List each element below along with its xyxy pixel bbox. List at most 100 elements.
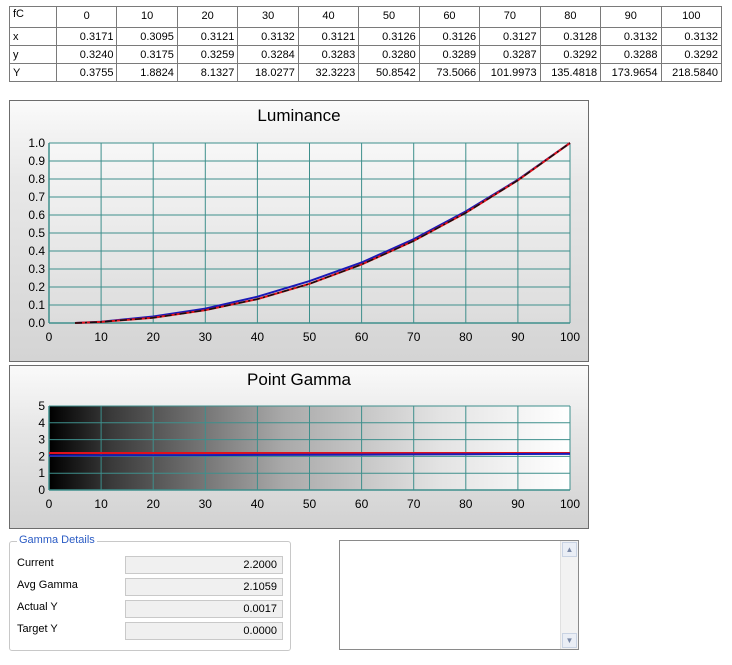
notes-textbox[interactable]: ▲ ▼	[339, 540, 579, 650]
x-tick-label: 10	[94, 330, 108, 344]
avg-gamma-field: 2.1059	[125, 578, 283, 596]
column-header: 30	[237, 6, 299, 28]
x-tick-label: 90	[511, 497, 525, 511]
column-header: 20	[176, 6, 239, 28]
luminance-chart-panel: Luminance 0.0 0.1 0.2 0.3 0.4 0.5 0.6 0.7 0.8 0.9…	[9, 100, 589, 362]
table-cell: 0.3127	[479, 27, 541, 46]
table-cell: 0.3755	[55, 63, 118, 82]
x-tick-label: 20	[147, 497, 161, 511]
table-cell: 0.3292	[660, 45, 723, 64]
table-cell: 101.9973	[479, 63, 541, 82]
y-tick-label: 5	[38, 399, 45, 413]
x-tick-label: 30	[199, 330, 213, 344]
table-cell: 218.5840	[660, 63, 723, 82]
table-cell: 0.3132	[660, 27, 723, 46]
table-cell: 0.3095	[116, 27, 178, 46]
table-row: x 0.3171 0.3095 0.3121 0.3132 0.3121 0.3…	[9, 27, 723, 46]
current-gamma-field: 2.2000	[125, 556, 283, 574]
table-cell: 18.0277	[237, 63, 299, 82]
measurement-table: fC 0 10 20 30 40 50 60 70 80 90 100 x 0.…	[9, 6, 723, 82]
table-cell: 0.3128	[539, 27, 602, 46]
y-tick-label: 2	[38, 449, 45, 463]
y-tick-label: 0.5	[28, 226, 45, 240]
column-header: 0	[55, 6, 118, 28]
y-tick-label: 1	[38, 466, 45, 480]
column-header: 90	[600, 6, 662, 28]
y-tick-label: 0.6	[28, 208, 45, 222]
table-cell: 0.3132	[600, 27, 662, 46]
x-tick-label: 100	[560, 330, 580, 344]
y-tick-label: 0.0	[28, 316, 45, 330]
column-header: 60	[418, 6, 481, 28]
x-tick-label: 100	[560, 497, 580, 511]
table-corner-label: fC	[9, 6, 57, 28]
notes-scrollbar[interactable]: ▲ ▼	[560, 541, 578, 649]
y-tick-label: 0.1	[28, 298, 45, 312]
y-tick-label: 0.3	[28, 262, 45, 276]
series-line-2	[48, 452, 571, 457]
avg-gamma-label: Avg Gamma	[17, 579, 78, 591]
x-tick-label: 80	[459, 497, 473, 511]
y-tick-label: 1.0	[28, 136, 45, 150]
x-tick-label: 60	[355, 497, 369, 511]
table-cell: 1.8824	[116, 63, 178, 82]
table-cell: 0.3126	[418, 27, 481, 46]
x-tick-label: 10	[94, 497, 108, 511]
y-tick-label: 0	[38, 483, 45, 497]
current-gamma-label: Current	[17, 557, 54, 569]
column-header: 10	[116, 6, 178, 28]
actual-y-label: Actual Y	[17, 601, 58, 613]
table-cell: 0.3283	[297, 45, 360, 64]
luminance-chart: Luminance 0.0 0.1 0.2 0.3 0.4 0.5 0.6 0.7 0.8 0.9…	[28, 106, 580, 344]
column-header: 70	[479, 6, 541, 28]
x-tick-label: 50	[303, 497, 317, 511]
column-header: 80	[539, 6, 602, 28]
scroll-down-icon[interactable]: ▼	[562, 633, 577, 648]
column-header: 50	[358, 6, 420, 28]
target-y-field: 0.0000	[125, 622, 283, 640]
x-tick-label: 70	[407, 497, 421, 511]
table-cell: 0.3121	[176, 27, 239, 46]
x-tick-label: 40	[251, 497, 265, 511]
x-tick-label: 50	[303, 330, 317, 344]
scroll-up-icon[interactable]: ▲	[562, 542, 577, 557]
table-cell: 0.3240	[55, 45, 118, 64]
series-line-3	[74, 142, 571, 324]
chart-title: Luminance	[257, 106, 340, 125]
x-tick-label: 0	[46, 497, 53, 511]
gamma-details-legend: Gamma Details	[17, 534, 97, 546]
x-tick-label: 80	[459, 330, 473, 344]
table-cell: 0.3132	[237, 27, 299, 46]
table-cell: 73.5066	[418, 63, 481, 82]
y-tick-label: 0.2	[28, 280, 45, 294]
column-header: 100	[660, 6, 723, 28]
y-tick-label: 0.7	[28, 190, 45, 204]
point-gamma-chart-panel: Point Gamma 0 1 2 3 4 5 0 10 20 30 40 50 60 70 80 90 100	[9, 365, 589, 529]
y-tick-label: 4	[38, 416, 45, 430]
table-cell: 0.3175	[116, 45, 178, 64]
x-tick-label: 0	[46, 330, 53, 344]
x-tick-label: 60	[355, 330, 369, 344]
table-cell: 50.8542	[358, 63, 420, 82]
table-cell: 0.3126	[358, 27, 420, 46]
table-header-row: fC 0 10 20 30 40 50 60 70 80 90 100	[9, 6, 723, 28]
table-cell: 0.3288	[600, 45, 662, 64]
row-label: Y	[9, 63, 57, 82]
table-cell: 0.3171	[55, 27, 118, 46]
target-y-label: Target Y	[17, 623, 58, 635]
table-cell: 32.3223	[297, 63, 360, 82]
table-row: y 0.3240 0.3175 0.3259 0.3284 0.3283 0.3…	[9, 45, 723, 64]
x-tick-label: 30	[199, 497, 213, 511]
y-tick-label: 0.8	[28, 172, 45, 186]
table-cell: 0.3284	[237, 45, 299, 64]
row-label: x	[9, 27, 57, 46]
y-tick-label: 0.4	[28, 244, 45, 258]
y-tick-label: 0.9	[28, 154, 45, 168]
table-cell: 0.3287	[479, 45, 541, 64]
table-row: Y 0.3755 1.8824 8.1327 18.0277 32.3223 5…	[9, 63, 723, 82]
table-cell: 8.1327	[176, 63, 239, 82]
table-cell: 135.4818	[539, 63, 602, 82]
column-header: 40	[297, 6, 360, 28]
x-tick-label: 70	[407, 330, 421, 344]
